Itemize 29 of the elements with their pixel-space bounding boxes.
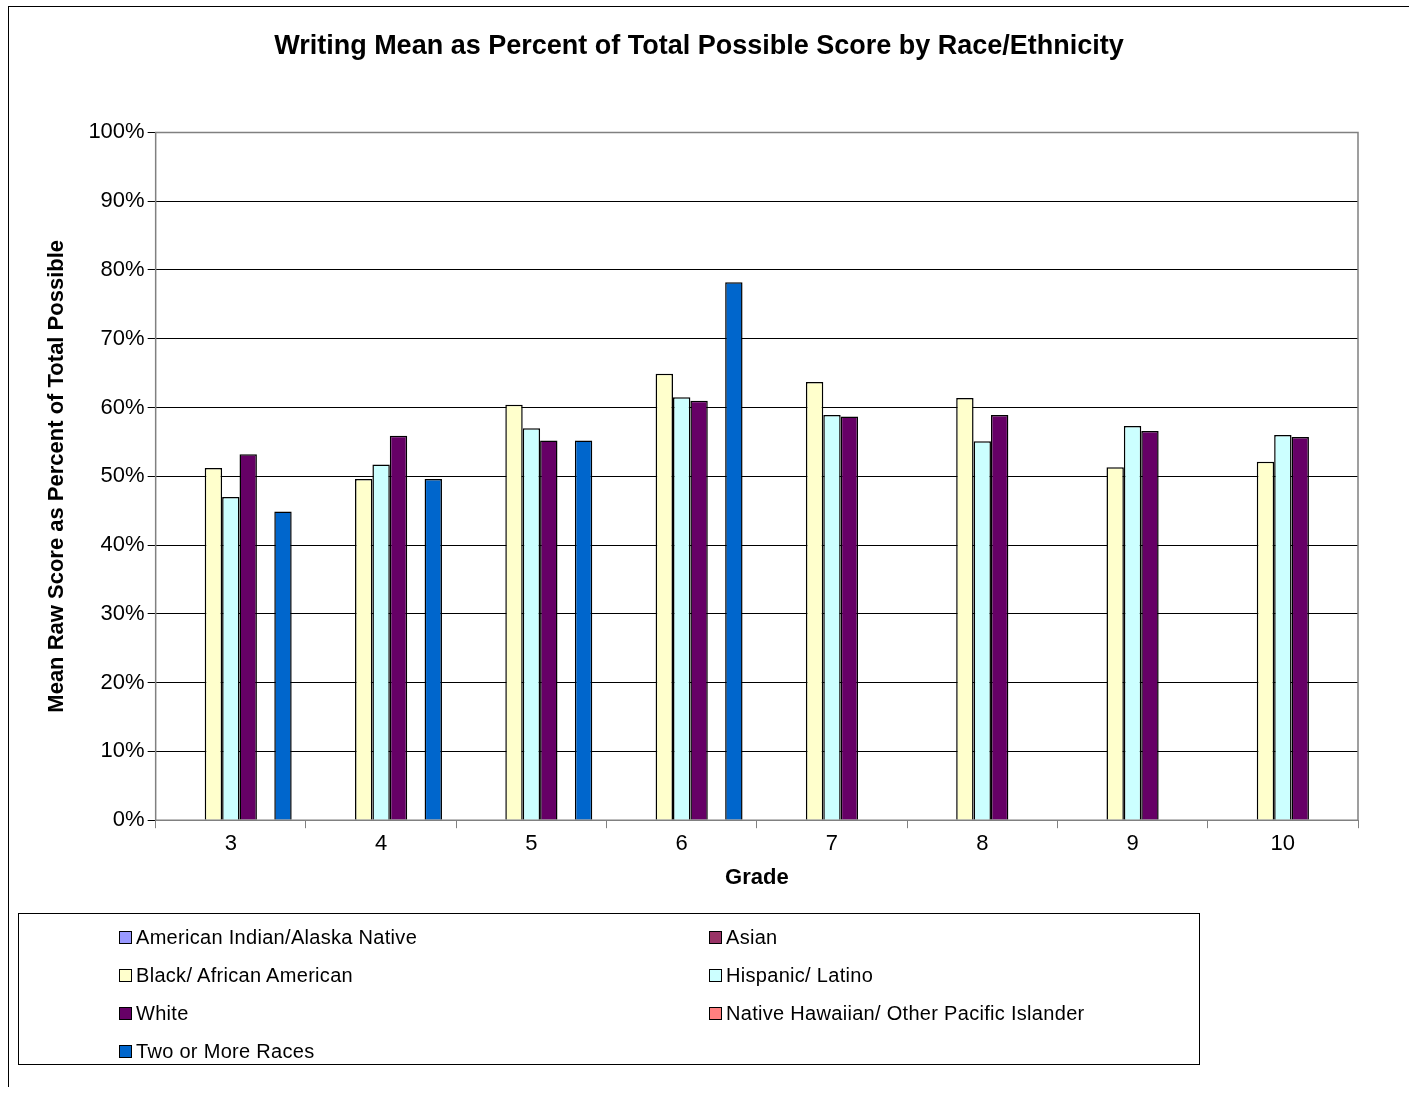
y-tick-label: 0% <box>112 806 145 832</box>
legend-label: Hispanic/ Latino <box>725 962 875 988</box>
x-tick-label: 8 <box>976 830 989 856</box>
x-tick-label: 10 <box>1270 830 1296 856</box>
y-tick-label: 60% <box>100 393 145 419</box>
x-axis-title: Grade <box>725 863 789 889</box>
x-tick-label: 6 <box>675 830 688 856</box>
legend-label: White <box>135 1000 190 1026</box>
y-tick-label: 10% <box>100 737 145 763</box>
chart-title: Writing Mean as Percent of Total Possible Score by Race/Ethnicity <box>274 29 1124 60</box>
y-tick-label: 100% <box>88 118 145 144</box>
y-tick-label: 40% <box>100 531 145 557</box>
y-axis-title: Mean Raw Score as Percent of Total Possible <box>43 239 69 713</box>
x-tick-label: 4 <box>374 830 388 856</box>
legend-label: American Indian/Alaska Native <box>135 924 419 950</box>
x-tick-label: 9 <box>1126 830 1139 856</box>
x-tick-label: 5 <box>525 830 538 856</box>
y-tick-label: 80% <box>100 256 145 282</box>
y-tick-label: 20% <box>100 668 145 694</box>
x-tick-label: 3 <box>224 830 237 856</box>
legend-label: Native Hawaiian/ Other Pacific Islander <box>725 1000 1086 1026</box>
y-tick-label: 90% <box>100 187 145 213</box>
y-tick-label: 70% <box>100 324 145 350</box>
legend-label: Two or More Races <box>135 1038 316 1064</box>
legend-label: Asian <box>725 924 779 950</box>
y-tick-label: 30% <box>100 599 145 625</box>
legend-label: Black/ African American <box>135 962 354 988</box>
x-tick-label: 7 <box>825 830 839 856</box>
y-tick-label: 50% <box>100 462 145 488</box>
